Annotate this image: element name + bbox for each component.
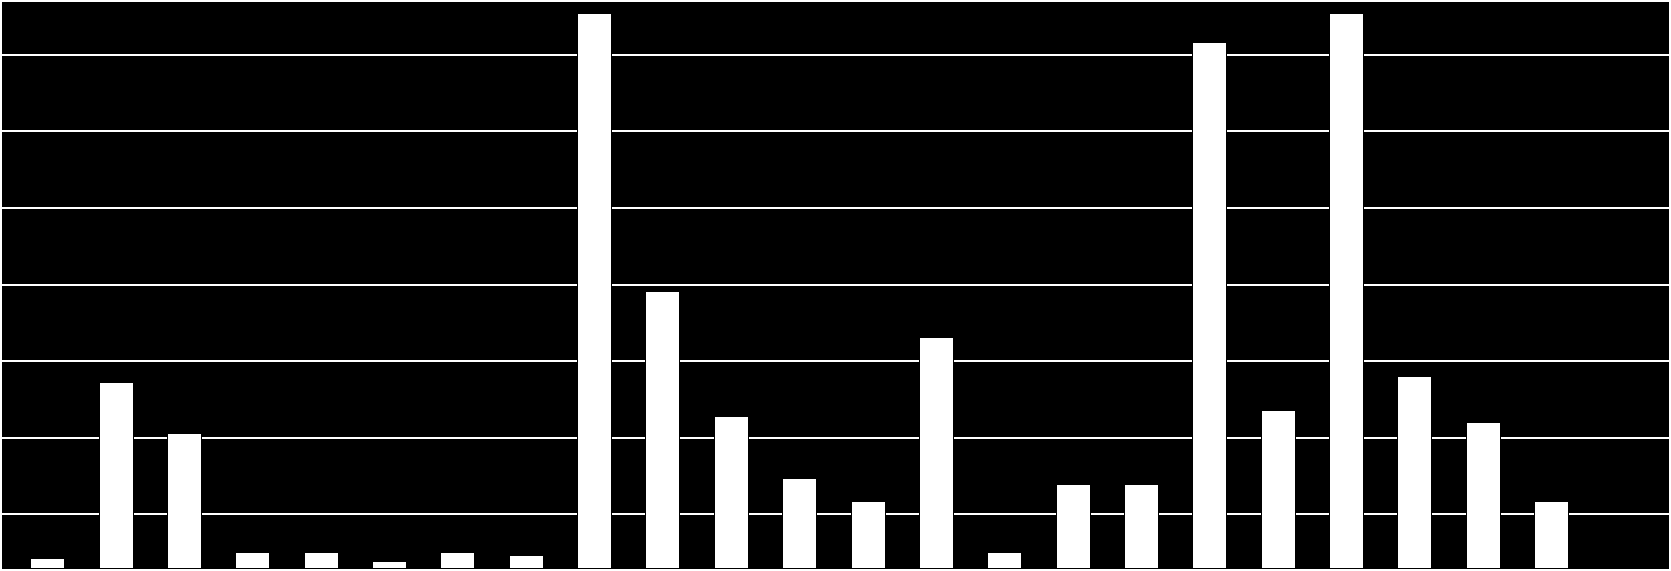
bar — [919, 337, 954, 569]
bars-group — [2, 2, 1669, 569]
bar — [99, 382, 134, 569]
bar — [1056, 484, 1091, 569]
bar-chart — [0, 0, 1671, 571]
bar — [782, 478, 817, 569]
bar — [1534, 501, 1569, 569]
bar — [440, 552, 475, 569]
bar — [1329, 13, 1364, 569]
bar — [1466, 422, 1501, 569]
bar — [167, 433, 202, 569]
bar — [1261, 410, 1296, 569]
plot-area — [2, 2, 1669, 569]
bar — [577, 13, 612, 569]
bar — [509, 555, 544, 569]
bar — [1124, 484, 1159, 569]
bar — [372, 561, 407, 570]
bar — [645, 291, 680, 569]
bar — [30, 558, 65, 569]
bar — [1397, 376, 1432, 569]
bar — [304, 552, 339, 569]
bar — [987, 552, 1022, 569]
bar — [1192, 42, 1227, 569]
bar — [851, 501, 886, 569]
bar — [235, 552, 270, 569]
bar — [714, 416, 749, 569]
